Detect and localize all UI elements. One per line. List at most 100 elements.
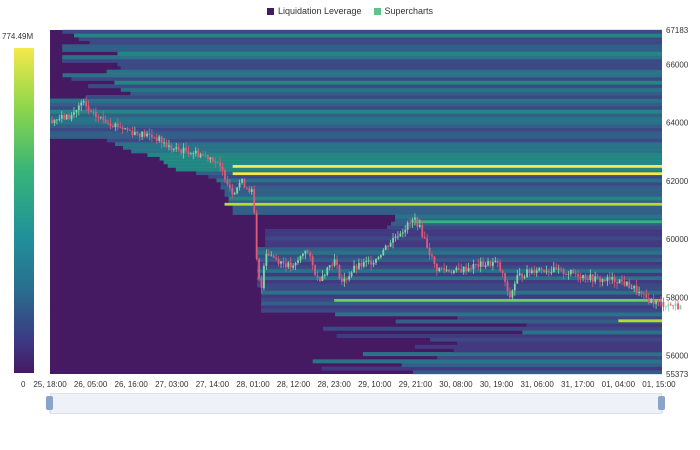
heatmap-row (120, 66, 663, 71)
candle-body (299, 255, 302, 261)
candle-body (231, 187, 234, 195)
liquidation-band (232, 165, 662, 168)
legend-item-liquidation-leverage[interactable]: Liquidation Leverage (266, 6, 362, 16)
colorbar[interactable] (14, 48, 34, 373)
heatmap-row (224, 189, 662, 194)
candle-body (358, 262, 360, 269)
candle-body (136, 131, 139, 134)
candle-body (192, 153, 195, 155)
heatmap-row (261, 301, 662, 306)
candle-body (565, 274, 567, 275)
candle-body (155, 137, 158, 141)
candle-body (625, 281, 628, 286)
candle-body (613, 277, 616, 282)
candle-body (97, 117, 100, 118)
candle-body (243, 178, 246, 188)
candle-body (60, 114, 63, 119)
candle-body (662, 301, 665, 307)
candle-body (316, 275, 319, 278)
candle-body (102, 116, 105, 120)
candle-body (421, 224, 424, 237)
candle-body (431, 255, 433, 257)
candle-body (465, 266, 468, 272)
candle-body (194, 150, 197, 154)
candle-body (73, 112, 75, 115)
candle-body (224, 170, 226, 180)
candle-body (253, 189, 256, 213)
heatmap-row (114, 142, 662, 147)
candle-body (297, 260, 299, 263)
candle-body (438, 267, 441, 272)
candle-body (533, 270, 536, 273)
candle-body (333, 259, 336, 266)
y-tick-label: 55373 (666, 370, 689, 379)
zoom-slider-track[interactable] (50, 393, 662, 414)
heatmap-row (232, 210, 662, 215)
candle-body (85, 101, 88, 107)
candle-body (462, 266, 465, 273)
candle-body (572, 269, 575, 274)
zoom-handle-left[interactable] (46, 396, 53, 410)
candle-body (606, 277, 609, 282)
heatmap-row (120, 87, 663, 92)
x-tick-label: 01, 15:00 (642, 380, 676, 389)
candle-body (331, 265, 334, 267)
x-tick-label: 27, 14:00 (196, 380, 230, 389)
candle-body (397, 236, 399, 238)
candle-body (523, 277, 526, 279)
heatmap-row (130, 91, 662, 96)
candle-body (423, 236, 426, 239)
candle-body (516, 275, 519, 284)
x-tick-label: 30, 08:00 (439, 380, 473, 389)
heatmap-row (395, 214, 662, 219)
heatmap-row (123, 145, 662, 150)
candle-body (328, 265, 331, 268)
colorbar-max-label: 774.49M (2, 32, 34, 41)
zoom-handle-right[interactable] (658, 396, 665, 410)
candle-body (530, 270, 533, 273)
heatmap-row (220, 181, 662, 186)
liquidation-band (415, 220, 662, 224)
candle-body (114, 123, 117, 127)
candle-body (236, 187, 239, 194)
candle-body (394, 236, 397, 238)
candle-body (550, 272, 553, 273)
candle-body (501, 270, 504, 274)
y-tick-label: 56000 (666, 352, 689, 361)
x-tick-label: 29, 10:00 (358, 380, 392, 389)
candle-body (345, 278, 348, 280)
candle-body (638, 291, 640, 294)
candle-body (129, 129, 131, 131)
heatmap-row (50, 113, 662, 118)
candle-body (211, 157, 214, 162)
candle-body (499, 262, 502, 271)
candle-body (445, 269, 448, 271)
liquidation-band (232, 172, 662, 176)
heatmap-row (430, 337, 662, 342)
legend-item-supercharts[interactable]: Supercharts (373, 6, 433, 16)
heatmap-row (117, 51, 663, 56)
candle-body (472, 264, 475, 270)
candle-body (270, 255, 273, 257)
candle-body (482, 261, 485, 267)
candle-body (677, 303, 679, 310)
heatmap-row (50, 123, 662, 128)
heatmap-row (257, 272, 662, 277)
candle-body (302, 253, 304, 256)
candle-body (401, 232, 404, 234)
candle-body (518, 273, 521, 276)
candle-body (557, 268, 560, 270)
candle-body (204, 154, 207, 156)
candle-body (440, 267, 443, 269)
candle-body (370, 260, 373, 265)
candle-body (543, 269, 545, 272)
candle-body (538, 268, 541, 271)
candle-body (311, 256, 314, 266)
candle-body (372, 262, 375, 265)
heatmap-row (62, 58, 663, 63)
candle-body (404, 229, 407, 233)
candle-body (645, 294, 648, 299)
candle-body (104, 119, 107, 123)
candle-body (260, 277, 263, 289)
